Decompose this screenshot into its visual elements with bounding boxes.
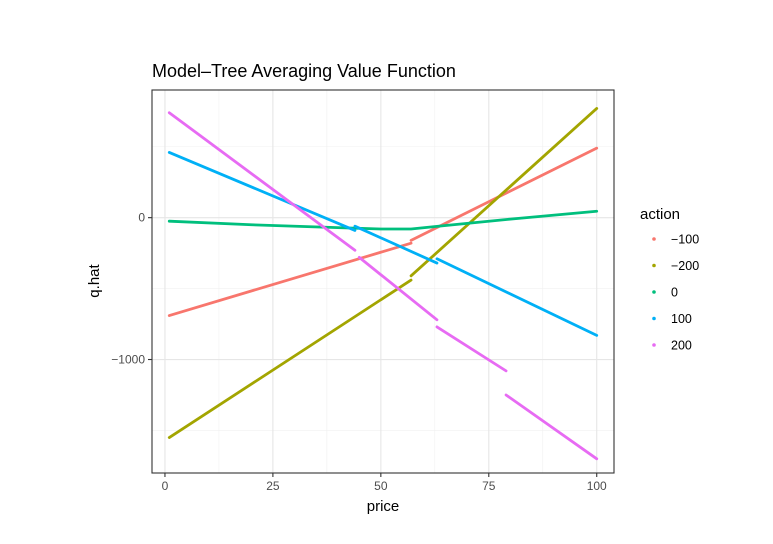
- series-line-segment: [167, 209, 599, 231]
- series-line-group: [167, 209, 599, 231]
- series-line-segment: [353, 224, 439, 265]
- y-axis: −1000 0: [111, 211, 152, 367]
- y-tick-label: −1000: [111, 353, 145, 367]
- y-tick-label: 0: [138, 211, 145, 225]
- y-axis-title: q.hat: [86, 263, 103, 297]
- series-line-segment: [435, 257, 599, 337]
- minor-gridlines: [152, 90, 614, 473]
- series-line-segment: [167, 241, 413, 317]
- series-line-segment: [167, 111, 357, 252]
- series-line-group: [167, 107, 599, 439]
- legend-title: action: [640, 206, 680, 223]
- legend-key: [652, 263, 656, 268]
- series-line-group: [167, 111, 599, 461]
- series-line-segment: [167, 151, 357, 232]
- legend-label: 100: [671, 312, 692, 326]
- legend-label: 200: [671, 339, 692, 353]
- legend-item: 0: [652, 286, 678, 300]
- legend-key: [652, 290, 656, 294]
- series-line-segment: [167, 278, 413, 439]
- series-line-segment: [409, 107, 599, 278]
- legend: action −100 −200 0 100 200: [640, 206, 699, 353]
- x-tick-label: 100: [587, 479, 607, 493]
- series-line-segment: [504, 393, 599, 461]
- legend-label: −100: [671, 233, 699, 247]
- series-line-group: [167, 151, 599, 337]
- legend-key: [652, 237, 656, 241]
- x-tick-label: 75: [482, 479, 496, 493]
- x-tick-label: 50: [374, 479, 388, 493]
- legend-key: [652, 343, 656, 347]
- legend-label: −200: [671, 259, 699, 273]
- legend-key: [652, 316, 656, 321]
- plot-panel-border: [151, 89, 615, 474]
- legend-item: −100: [652, 233, 699, 247]
- x-tick-label: 25: [266, 479, 280, 493]
- legend-item: −200: [652, 259, 699, 273]
- major-gridlines: [152, 90, 614, 473]
- x-axis: 0 25 50 75 100: [162, 473, 607, 493]
- plot-panel: [152, 90, 614, 473]
- x-axis-title: price: [367, 498, 400, 515]
- legend-item: 100: [652, 312, 692, 326]
- series-lines: [167, 107, 599, 461]
- series-line-segment: [357, 255, 439, 322]
- legend-item: 200: [652, 339, 692, 353]
- x-tick-label: 0: [162, 479, 169, 493]
- legend-label: 0: [671, 286, 678, 300]
- chart-title: Model–Tree Averaging Value Function: [152, 61, 456, 81]
- series-line-segment: [435, 325, 508, 373]
